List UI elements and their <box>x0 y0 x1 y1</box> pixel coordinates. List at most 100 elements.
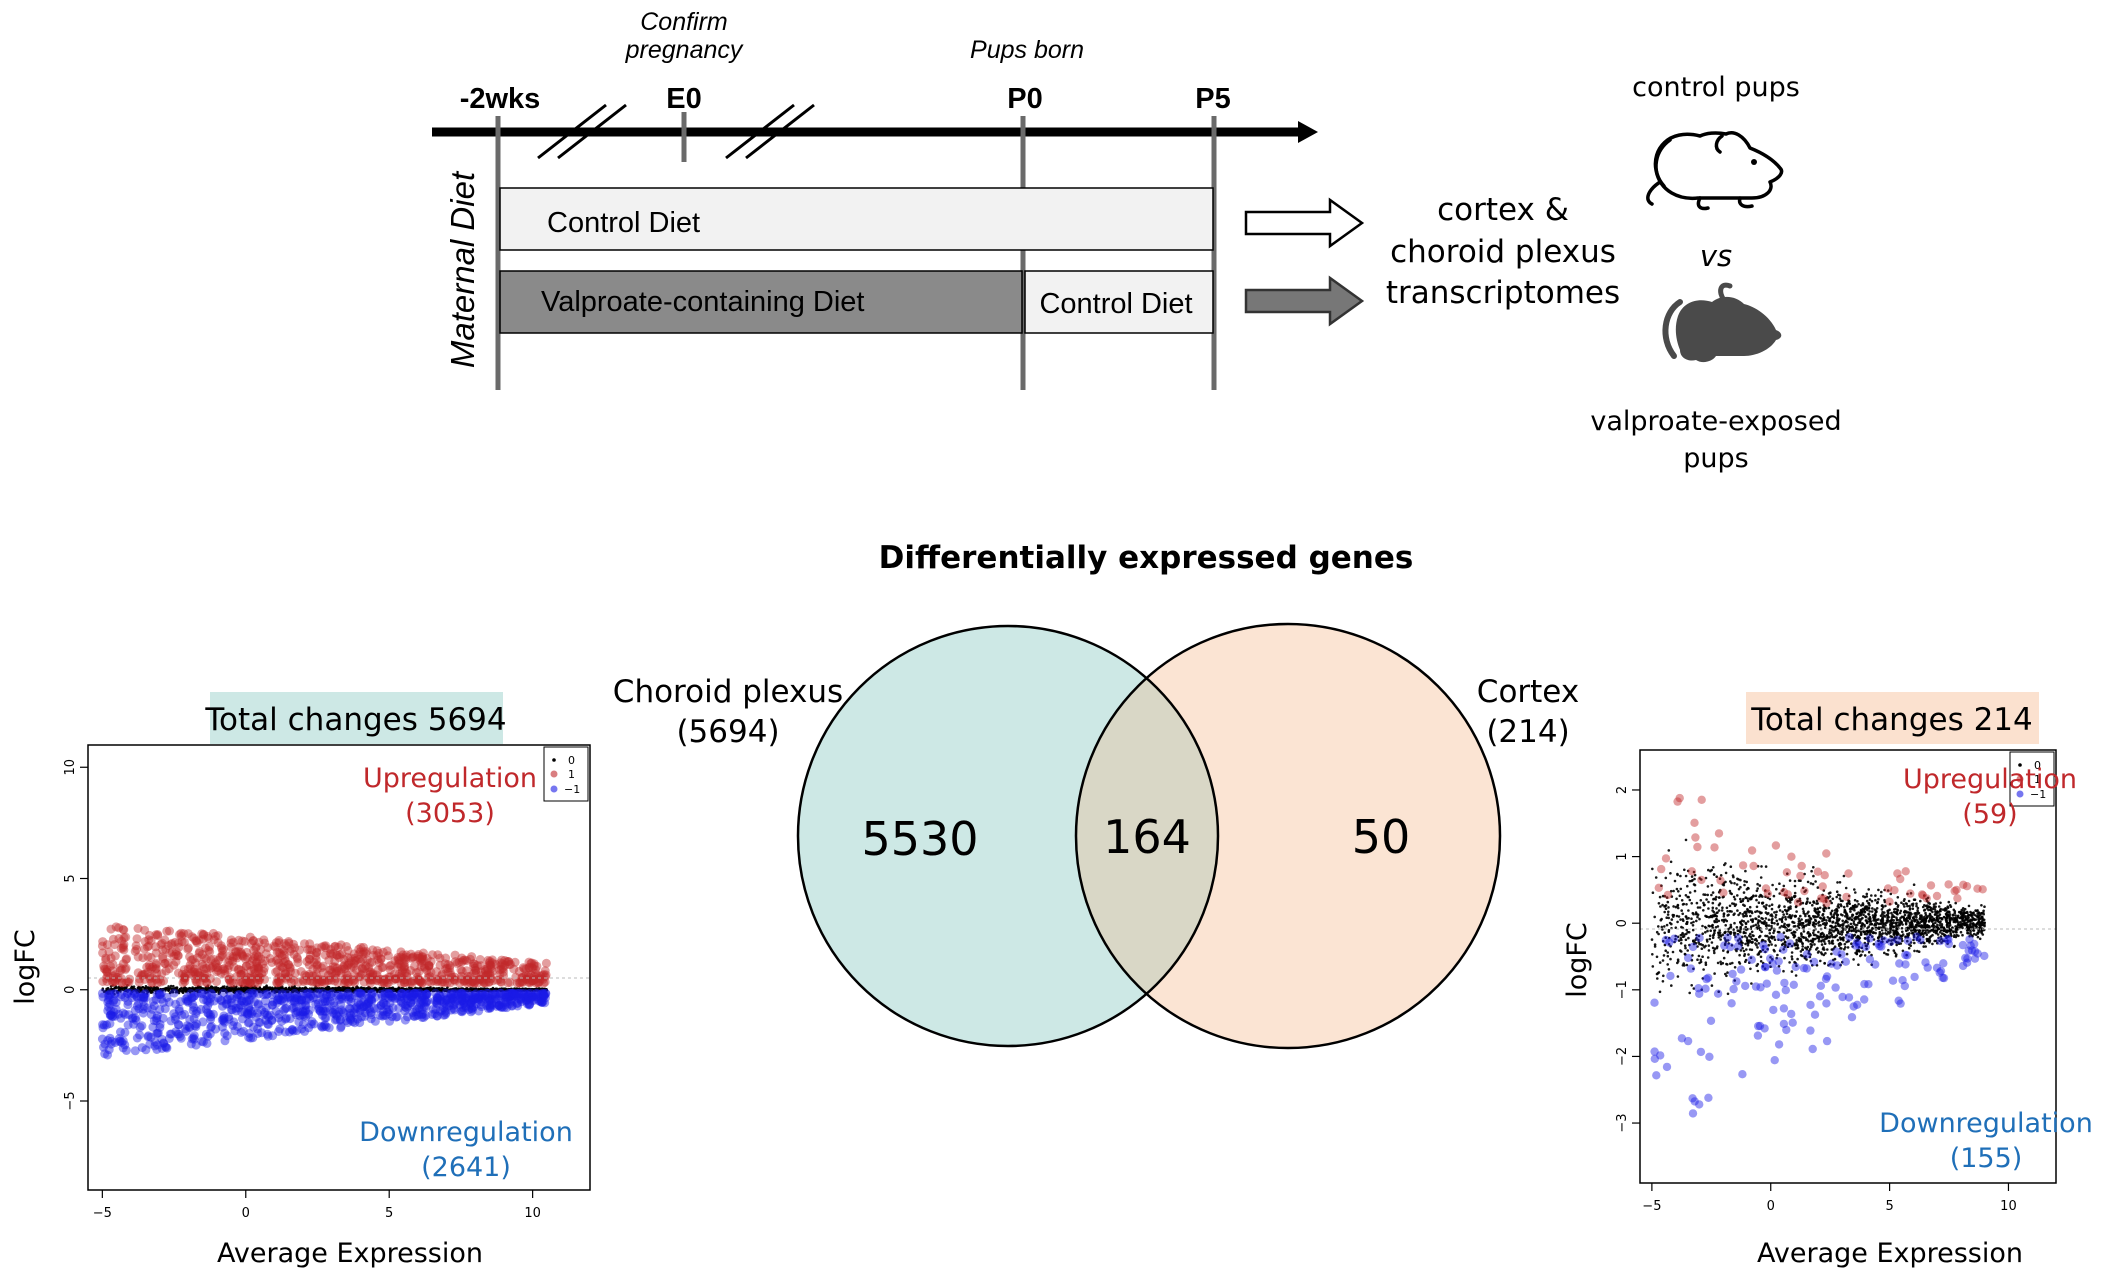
ns-point <box>126 983 129 987</box>
ns-point <box>491 987 495 991</box>
ns-point <box>442 987 446 991</box>
down-point <box>485 996 495 1006</box>
down-point <box>464 991 474 1001</box>
up-point <box>223 958 233 967</box>
up-point <box>290 968 300 978</box>
down-point <box>420 995 429 1005</box>
control-diet-after-label: Control Diet <box>1039 288 1192 320</box>
ns-point <box>374 988 377 992</box>
up-point <box>503 978 513 988</box>
down-point <box>152 1013 162 1023</box>
up-point <box>332 963 342 973</box>
up-point <box>518 977 527 987</box>
ns-point <box>1902 899 1906 903</box>
up-point <box>343 952 353 962</box>
down-point <box>304 992 314 1002</box>
ns-point <box>1778 882 1781 885</box>
up-point <box>343 978 353 988</box>
ns-point <box>1867 888 1870 891</box>
ns-point <box>1717 936 1721 939</box>
ns-point <box>1732 895 1736 899</box>
down-point <box>205 997 215 1007</box>
down-point <box>491 998 501 1008</box>
x-tick-label: 10 <box>524 1206 541 1221</box>
down-point <box>525 999 535 1009</box>
ns-point <box>1720 909 1724 912</box>
up-point <box>177 969 187 979</box>
up-point <box>433 975 443 985</box>
up-point <box>246 972 256 982</box>
break-mark-2 <box>725 103 815 160</box>
up-point <box>213 965 223 975</box>
ns-point <box>1900 901 1903 904</box>
down-point <box>197 1036 207 1046</box>
down-point <box>391 1012 401 1022</box>
down-point <box>506 988 516 998</box>
up-point <box>304 969 314 979</box>
down-point <box>110 989 120 999</box>
ns-point <box>1737 913 1740 917</box>
down-point <box>130 989 140 999</box>
down-point <box>289 1003 299 1013</box>
down-point <box>364 1004 374 1014</box>
up-point <box>110 940 119 950</box>
ns-point <box>410 989 414 993</box>
x-tick-label: 5 <box>385 1206 393 1221</box>
up-point <box>229 937 238 947</box>
ns-point <box>291 986 295 990</box>
down-point <box>457 995 467 1005</box>
down-point <box>380 988 390 998</box>
ns-point <box>113 986 117 990</box>
down-point <box>416 996 426 1006</box>
plot-a-up-count: (3053) <box>405 798 495 829</box>
down-point <box>123 1000 133 1010</box>
down-point <box>396 992 406 1002</box>
down-point <box>502 992 511 1002</box>
down-point <box>441 1000 451 1010</box>
up-point <box>496 964 506 974</box>
down-point <box>304 1009 313 1019</box>
ns-point <box>331 988 334 991</box>
ns-point <box>1739 925 1742 929</box>
ns-point <box>522 988 526 991</box>
control-diet-bar <box>499 187 1214 251</box>
up-point <box>304 954 314 964</box>
up-point <box>440 978 450 987</box>
up-point <box>333 978 343 987</box>
up-point <box>219 945 228 954</box>
up-point <box>424 970 434 980</box>
down-point <box>150 1037 160 1047</box>
up-point <box>372 975 382 985</box>
up-point <box>142 942 152 952</box>
up-point <box>340 964 350 974</box>
down-point <box>366 989 376 999</box>
down-point <box>412 989 422 999</box>
up-point <box>138 953 148 963</box>
up-point <box>374 948 384 958</box>
up-point <box>252 958 261 968</box>
up-point <box>485 969 495 979</box>
up-point <box>431 974 441 984</box>
up-point <box>286 967 295 976</box>
up-point <box>454 957 464 967</box>
down-point <box>185 1014 195 1024</box>
down-point <box>306 989 316 999</box>
up-point <box>413 972 423 982</box>
up-point <box>495 970 505 979</box>
down-point <box>274 1009 284 1019</box>
down-point <box>236 1000 246 1010</box>
down-point <box>277 1016 287 1026</box>
up-point <box>118 959 128 969</box>
up-point <box>312 978 322 988</box>
up-point <box>491 959 500 969</box>
down-point <box>458 1006 468 1016</box>
up-point <box>466 978 476 988</box>
up-point <box>354 954 364 964</box>
ns-point <box>1707 907 1710 910</box>
ns-point <box>1845 902 1849 906</box>
down-point <box>128 1013 138 1023</box>
down-point <box>448 994 457 1004</box>
up-point <box>167 938 177 948</box>
ns-point <box>1735 926 1739 929</box>
up-point <box>143 952 153 962</box>
